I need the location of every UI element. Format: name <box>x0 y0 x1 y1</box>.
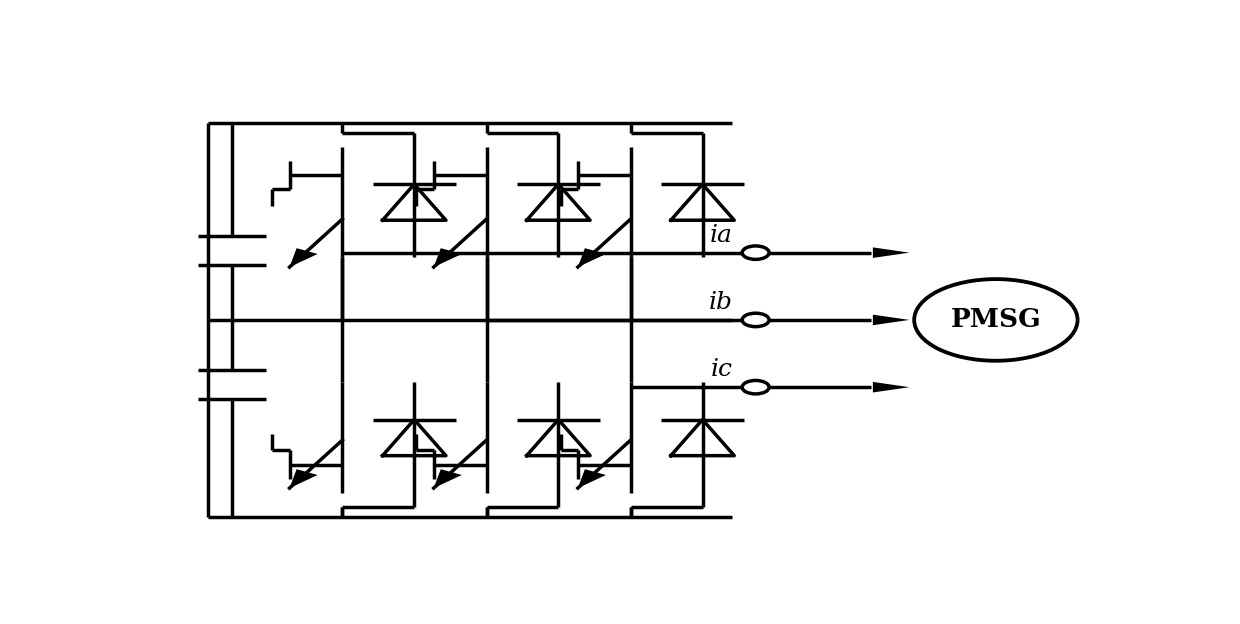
Text: ia: ia <box>709 224 733 247</box>
Polygon shape <box>873 382 909 392</box>
Text: ic: ic <box>711 358 733 381</box>
Polygon shape <box>578 469 606 488</box>
Polygon shape <box>873 247 909 258</box>
Text: PMSG: PMSG <box>951 308 1042 333</box>
Polygon shape <box>873 314 909 325</box>
Polygon shape <box>290 248 317 267</box>
Polygon shape <box>434 248 461 267</box>
Text: ib: ib <box>708 291 733 314</box>
Polygon shape <box>434 469 461 488</box>
Polygon shape <box>290 469 317 488</box>
Polygon shape <box>578 248 606 267</box>
